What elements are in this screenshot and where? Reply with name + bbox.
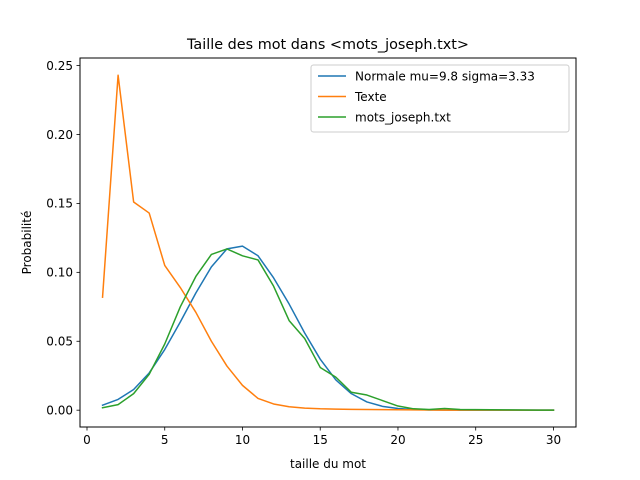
y-tick-label: 0.25 bbox=[46, 59, 73, 73]
y-axis: 0.00 0.05 0.10 0.15 0.20 0.25 bbox=[46, 59, 80, 417]
legend: Normale mu=9.8 sigma=3.33 Texte mots_josep… bbox=[310, 64, 570, 133]
legend-entry-label: Normale mu=9.8 sigma=3.33 bbox=[355, 70, 535, 84]
x-tick-label: 0 bbox=[83, 433, 91, 447]
chart-title: Taille des mot dans <mots_joseph.txt> bbox=[186, 37, 469, 53]
legend-entry-label: mots_joseph.txt bbox=[355, 111, 451, 125]
x-tick-label: 25 bbox=[468, 433, 483, 447]
axes-frame bbox=[79, 57, 577, 428]
x-axis: 0 5 10 15 20 25 30 bbox=[83, 427, 561, 447]
y-tick-label: 0.20 bbox=[46, 128, 73, 142]
series-layer bbox=[101, 74, 555, 411]
series-line-3 bbox=[101, 248, 555, 411]
y-tick-label: 0.00 bbox=[46, 403, 73, 417]
x-tick-label: 20 bbox=[390, 433, 405, 447]
x-tick-label: 10 bbox=[235, 433, 250, 447]
x-tick-label: 30 bbox=[546, 433, 561, 447]
legend-box bbox=[310, 64, 570, 133]
y-tick-label: 0.10 bbox=[46, 266, 73, 280]
x-tick-label: 5 bbox=[161, 433, 169, 447]
y-tick-label: 0.15 bbox=[46, 197, 73, 211]
y-tick-label: 0.05 bbox=[46, 335, 73, 349]
x-axis-label: taille du mot bbox=[290, 457, 366, 471]
y-axis-label: Probabilité bbox=[20, 211, 34, 275]
legend-entry-label: Texte bbox=[354, 90, 387, 104]
x-tick-label: 15 bbox=[313, 433, 328, 447]
